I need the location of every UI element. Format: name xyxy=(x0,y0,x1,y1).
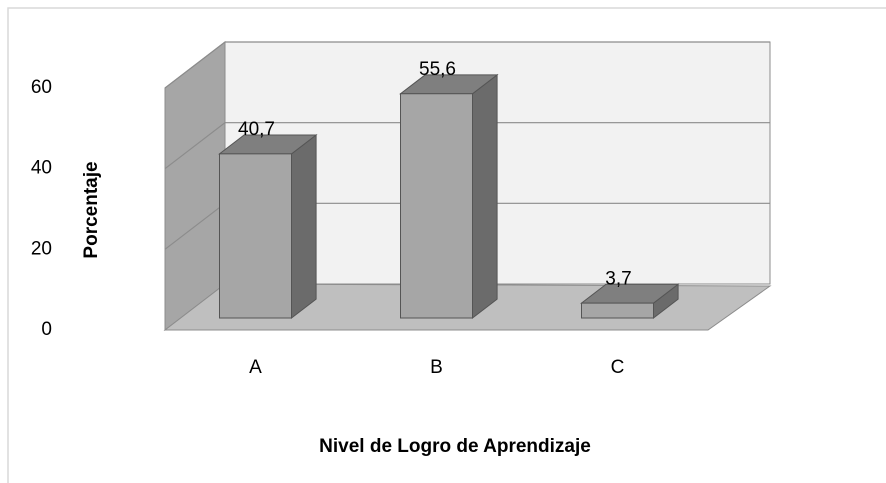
grid-line xyxy=(164,41,770,89)
chart-frame xyxy=(7,7,886,483)
x-tick-label: A xyxy=(249,357,262,378)
bar xyxy=(400,93,473,319)
bar xyxy=(219,153,292,319)
side-wall xyxy=(164,40,226,332)
bar xyxy=(581,302,654,319)
grid-line xyxy=(164,122,770,170)
y-tick-label: 40 xyxy=(31,158,52,179)
y-tick-label: 0 xyxy=(41,319,52,340)
bar-side xyxy=(291,134,317,320)
x-tick-label: B xyxy=(430,357,443,378)
data-label: 3,7 xyxy=(605,268,631,289)
bar-side xyxy=(472,73,498,320)
y-axis-title: Porcentaje xyxy=(81,161,102,258)
x-axis-title: Nivel de Logro de Aprendizaje xyxy=(319,436,591,457)
y-tick-label: 20 xyxy=(31,238,52,259)
x-tick-label: C xyxy=(611,357,625,378)
y-tick-label: 60 xyxy=(31,77,52,98)
data-label: 55,6 xyxy=(419,59,456,80)
data-label: 40,7 xyxy=(238,119,275,140)
